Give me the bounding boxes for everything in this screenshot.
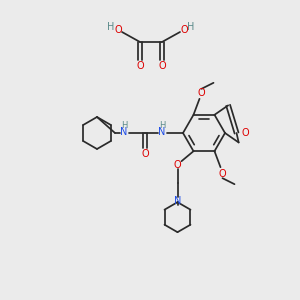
Text: O: O [219, 169, 226, 179]
Text: O: O [158, 61, 166, 71]
Text: N: N [120, 127, 128, 137]
Text: H: H [159, 122, 165, 130]
Text: H: H [107, 22, 115, 32]
Text: H: H [187, 22, 195, 32]
Text: O: O [141, 149, 149, 159]
Text: O: O [242, 128, 249, 138]
Text: O: O [198, 88, 205, 98]
Text: N: N [174, 196, 181, 206]
Text: O: O [114, 25, 122, 35]
Text: O: O [174, 160, 181, 170]
Text: N: N [158, 127, 166, 137]
Text: O: O [136, 61, 144, 71]
Text: O: O [180, 25, 188, 35]
Text: H: H [121, 122, 127, 130]
